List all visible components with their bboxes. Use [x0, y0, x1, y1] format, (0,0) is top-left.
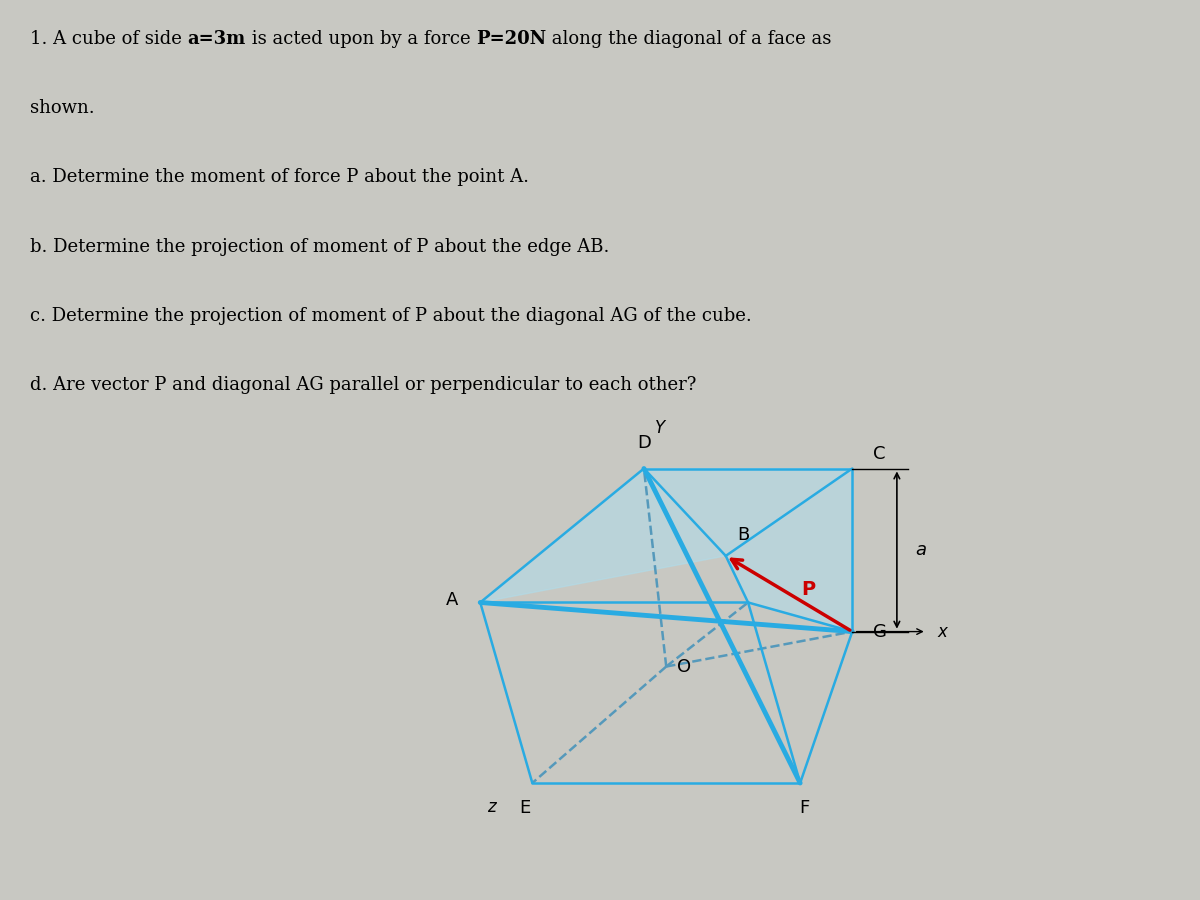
Text: along the diagonal of a face as: along the diagonal of a face as — [546, 30, 832, 48]
Text: F: F — [799, 799, 809, 817]
Text: a. Determine the moment of force P about the point A.: a. Determine the moment of force P about… — [30, 168, 529, 186]
Text: E: E — [520, 799, 530, 817]
Text: G: G — [874, 623, 887, 641]
Text: B: B — [737, 526, 749, 544]
Text: P=20N: P=20N — [476, 30, 546, 48]
Text: b. Determine the projection of moment of P about the edge AB.: b. Determine the projection of moment of… — [30, 238, 610, 256]
Text: A: A — [445, 590, 458, 608]
Text: 1. A cube of side: 1. A cube of side — [30, 30, 187, 48]
Polygon shape — [480, 469, 852, 602]
Text: a: a — [916, 541, 926, 559]
Text: c. Determine the projection of moment of P about the diagonal AG of the cube.: c. Determine the projection of moment of… — [30, 307, 751, 325]
Text: x: x — [938, 623, 948, 641]
Text: Y: Y — [655, 418, 665, 436]
Text: is acted upon by a force: is acted upon by a force — [246, 30, 476, 48]
Text: d. Are vector P and diagonal AG parallel or perpendicular to each other?: d. Are vector P and diagonal AG parallel… — [30, 376, 696, 394]
Text: a=3m: a=3m — [187, 30, 246, 48]
Polygon shape — [726, 469, 852, 632]
Text: shown.: shown. — [30, 99, 95, 117]
Text: O: O — [678, 658, 691, 676]
Text: D: D — [637, 434, 650, 452]
Text: z: z — [487, 797, 496, 815]
Text: C: C — [874, 445, 886, 463]
Text: P: P — [802, 580, 816, 599]
